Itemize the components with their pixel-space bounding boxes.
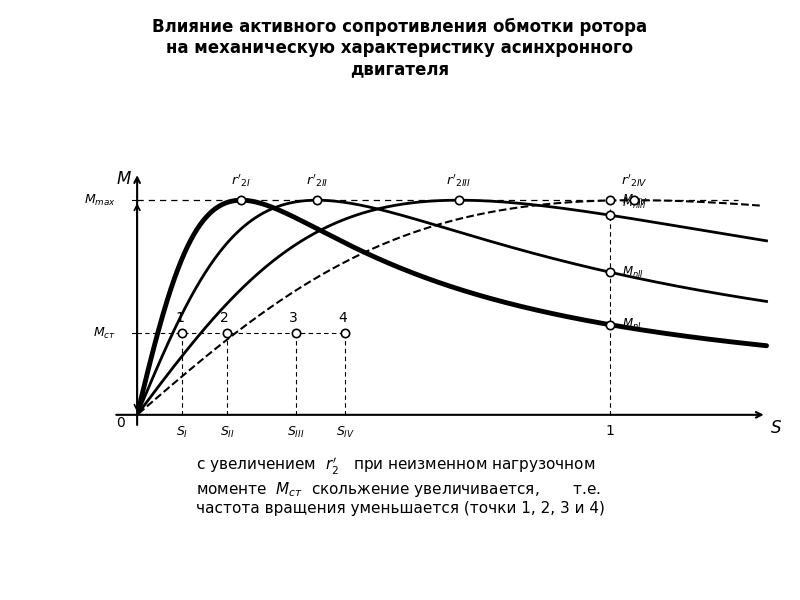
Text: $S_I$: $S_I$ bbox=[176, 424, 188, 440]
Text: 3: 3 bbox=[289, 311, 298, 325]
Text: $r'_{2I}$: $r'_{2I}$ bbox=[231, 173, 251, 190]
Text: 0: 0 bbox=[116, 416, 125, 430]
Text: $M_{nII}$: $M_{nII}$ bbox=[622, 265, 644, 280]
Text: 1: 1 bbox=[606, 424, 615, 439]
Text: $M_{nIII}$: $M_{nIII}$ bbox=[622, 196, 646, 211]
Text: с увеличением  $r_2'$   при неизменном нагрузочном
моменте  $M_{ст}$  скольжение: с увеличением $r_2'$ при неизменном нагр… bbox=[195, 456, 605, 516]
Text: $M_{nI}$: $M_{nI}$ bbox=[622, 317, 642, 332]
Text: 1: 1 bbox=[175, 311, 184, 325]
Text: $S_{IV}$: $S_{IV}$ bbox=[336, 424, 355, 440]
Text: $S$: $S$ bbox=[770, 419, 782, 437]
Text: $M_{max}$: $M_{max}$ bbox=[84, 193, 116, 208]
Text: $r'_{2II}$: $r'_{2II}$ bbox=[306, 173, 328, 190]
Text: $S_{III}$: $S_{III}$ bbox=[287, 424, 304, 440]
Text: $r'_{2IV}$: $r'_{2IV}$ bbox=[621, 173, 647, 190]
Text: 4: 4 bbox=[338, 311, 347, 325]
Text: $M_{ст}$: $M_{ст}$ bbox=[93, 326, 116, 341]
Text: Влияние активного сопротивления обмотки ротора
на механическую характеристику ас: Влияние активного сопротивления обмотки … bbox=[153, 18, 647, 78]
Text: $M_{nIV}$: $M_{nIV}$ bbox=[622, 193, 648, 208]
Text: $M$: $M$ bbox=[117, 170, 132, 188]
Text: $r'_{2III}$: $r'_{2III}$ bbox=[446, 173, 471, 190]
Text: $S_{II}$: $S_{II}$ bbox=[220, 424, 234, 440]
Text: 2: 2 bbox=[220, 311, 229, 325]
